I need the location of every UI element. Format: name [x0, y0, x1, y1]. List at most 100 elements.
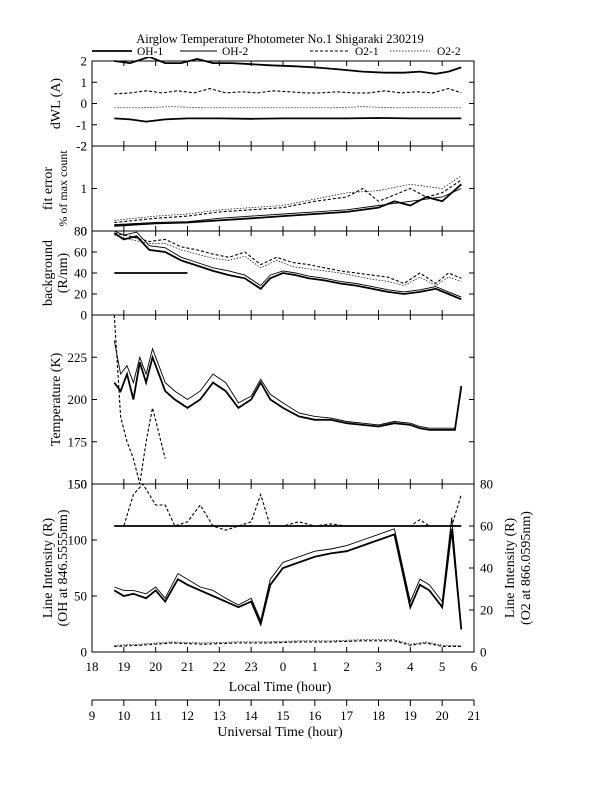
local-time-tick-label: 3 — [375, 659, 382, 674]
y-tick-label: -2 — [76, 139, 87, 154]
series-line-oh-1 — [114, 183, 462, 227]
ut-tick-label: 17 — [340, 708, 354, 723]
ut-tick-label: 19 — [404, 708, 417, 723]
y-tick-label: 1 — [81, 181, 88, 196]
y-axis-label: Line Intensity (R) — [41, 518, 56, 619]
ut-tick-label: 16 — [308, 708, 322, 723]
series-group — [113, 483, 463, 647]
ut-tick-label: 14 — [245, 708, 259, 723]
ut-tick-label: 10 — [117, 708, 130, 723]
local-time-tick-label: 18 — [86, 659, 99, 674]
local-time-tick-label: 5 — [439, 659, 446, 674]
y-right-axis-label-2: (O2 at 866.0595nm) — [519, 511, 534, 625]
local-time-tick-label: 4 — [407, 659, 414, 674]
y-tick-label: 80 — [74, 224, 87, 239]
y-tick-label: 40 — [74, 266, 87, 281]
y-axis-label: Temperature (K) — [49, 352, 64, 446]
series-line-oh-1 — [113, 528, 463, 630]
ut-tick-label: 15 — [277, 708, 290, 723]
y-axis-label: fit error — [41, 167, 56, 210]
local-time-tick-label: 23 — [245, 659, 258, 674]
y-axis-label-2: (OH at 846.5555nm) — [56, 509, 71, 626]
y-tick-label: -1 — [76, 117, 87, 132]
local-time-tick-label: 21 — [181, 659, 194, 674]
series-line-o2-2 — [114, 175, 462, 221]
series-line-o2-2 — [114, 234, 462, 287]
legend-label: OH-2 — [222, 46, 248, 58]
local-time-tick-label: 22 — [213, 659, 226, 674]
y-tick-label: 2 — [81, 54, 88, 69]
series-line-oh-1 — [113, 232, 462, 301]
y-tick-label: 2 — [81, 139, 88, 154]
plot-panels: 2 1 0 -1 -2 dWL (A) 2 1 0 fit error% of max count… — [41, 54, 534, 660]
y-axis-label-2: (R/nm) — [56, 252, 71, 293]
y-tick-label: 100 — [68, 533, 88, 548]
series-line-o2-2 — [114, 639, 462, 646]
y-tick-label: 50 — [74, 589, 87, 604]
local-time-tick-label: 6 — [471, 659, 478, 674]
local-time-axis-label: Local Time (hour) — [229, 680, 332, 695]
panel-dwl: 2 1 0 -1 -2 dWL (A) — [49, 54, 475, 154]
y-tick-label: 0 — [81, 224, 88, 239]
y-right-tick-label: 60 — [480, 519, 493, 534]
y-right-axis-label: Line Intensity (R) — [503, 518, 518, 619]
panel-fit: 2 1 0 fit error% of max count — [41, 139, 475, 239]
y-tick-label: 0 — [81, 96, 88, 111]
panel-frame — [91, 314, 475, 485]
y-right-tick-label: 40 — [480, 561, 493, 576]
local-time-tick-label: 0 — [280, 659, 287, 674]
local-time-tick-label: 2 — [343, 659, 350, 674]
series-line-oh-2 — [114, 517, 462, 628]
series-line-o2-1 — [114, 640, 462, 647]
panel-temperature: 225 200 175 150 Temperature (K) — [49, 314, 475, 492]
local-time-tick-label: 20 — [149, 659, 162, 674]
series-line-oh-1 — [113, 354, 463, 431]
y-tick-label: 150 — [68, 477, 88, 492]
legend-label: O2-1 — [355, 46, 379, 58]
y-tick-label: 175 — [68, 434, 88, 449]
ut-tick-label: 11 — [149, 708, 162, 723]
chart-title: Airglow Temperature Photometer No.1 Shig… — [136, 32, 424, 46]
y-tick-label: 20 — [74, 287, 87, 302]
local-time-tick-label: 19 — [117, 659, 130, 674]
panel-frame — [91, 145, 475, 232]
series-line-o2-1 — [113, 314, 166, 484]
series-group — [113, 314, 463, 484]
series-group — [113, 230, 462, 301]
y-tick-label: 150 — [68, 477, 88, 492]
y-axis-label: background — [41, 240, 56, 306]
ut-tick-label: 20 — [436, 708, 449, 723]
series-group — [114, 175, 462, 227]
series-line-o2-2 — [114, 106, 462, 109]
series-line-o2-1 — [114, 179, 462, 224]
ut-tick-label: 13 — [213, 708, 226, 723]
series-line-o2-1 — [114, 88, 462, 95]
ut-tick-label: 9 — [89, 708, 96, 723]
y-axis-label: dWL (A) — [49, 78, 64, 130]
legend-label: O2-2 — [437, 46, 461, 58]
ut-tick-label: 18 — [372, 708, 385, 723]
universal-time-axis-label: Universal Time (hour) — [217, 725, 343, 740]
y-right-tick-label: 0 — [480, 645, 487, 660]
y-axis-label-2: % of max count — [56, 150, 70, 227]
ut-tick-label: 12 — [181, 708, 194, 723]
y-tick-label: 0 — [81, 308, 88, 323]
y-tick-label: 60 — [74, 245, 87, 260]
series-line-o2-1 — [114, 232, 462, 285]
y-right-tick-label: 20 — [480, 603, 493, 618]
panel-background: 80 60 40 20 0 background (R/nm) — [41, 224, 475, 323]
local-time-axis: 18 19 20 21 22 23 0 1 2 3 4 5 6 — [86, 659, 478, 674]
series-line-oh-2 — [114, 230, 462, 298]
y-tick-label: 0 — [81, 645, 88, 660]
ut-tick-label: 21 — [468, 708, 481, 723]
series-line-o2-1 — [114, 483, 462, 531]
series-line-oh-2 — [114, 188, 462, 226]
y-tick-label: 200 — [68, 392, 88, 407]
y-right-tick-label: 80 — [480, 477, 493, 492]
legend: OH-1 OH-2 O2-1 O2-2 — [92, 46, 461, 58]
series-line-oh-2 — [113, 340, 462, 429]
y-tick-label: 225 — [68, 350, 88, 365]
panel-frame — [91, 60, 475, 147]
